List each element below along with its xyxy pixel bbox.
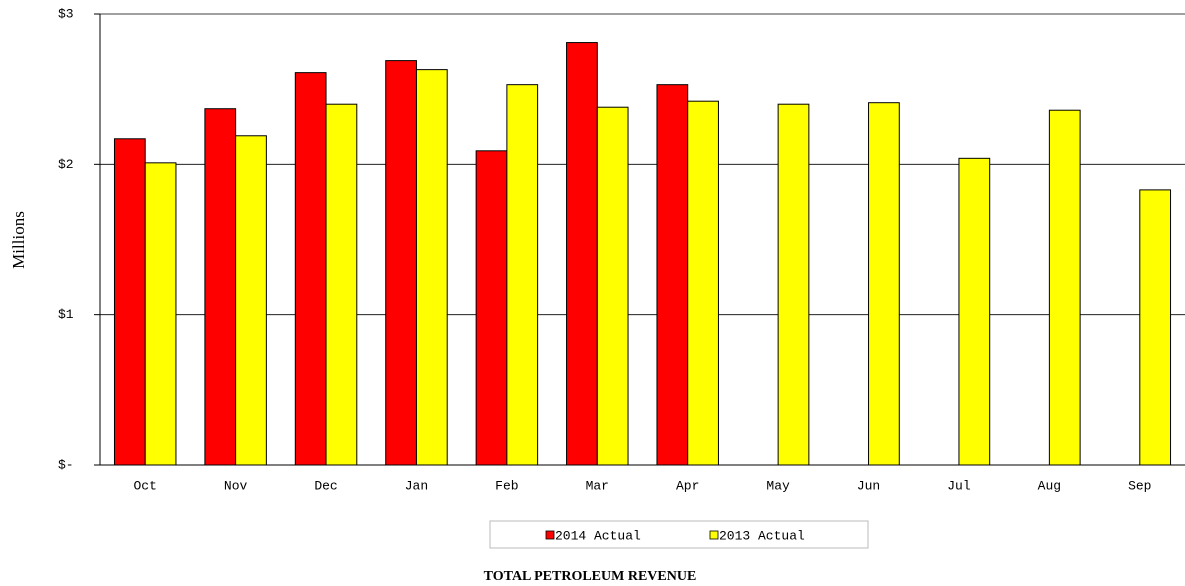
bar <box>506 84 539 466</box>
bar <box>294 72 327 466</box>
legend-swatch <box>709 530 719 540</box>
bar <box>656 84 689 466</box>
bar <box>777 103 810 466</box>
x-tick-label: May <box>766 478 790 493</box>
x-tick-label: Sep <box>1128 478 1151 493</box>
x-tick-label: Mar <box>586 478 609 493</box>
bar <box>144 162 177 466</box>
x-tick-label: Oct <box>134 478 157 493</box>
x-tick-label: Jan <box>405 478 428 493</box>
bar <box>958 157 991 466</box>
y-axis-label: Millions <box>9 211 28 269</box>
bar <box>596 106 629 466</box>
x-tick-label: Jun <box>857 478 880 493</box>
legend-label: 2014 Actual <box>555 528 641 543</box>
legend-label: 2013 Actual <box>719 528 805 543</box>
bar <box>204 108 237 466</box>
bar <box>868 102 900 466</box>
y-tick-label: $1 <box>58 307 74 322</box>
x-tick-label: Dec <box>314 478 337 493</box>
x-tick-label: Aug <box>1038 478 1061 493</box>
x-tick-label: Nov <box>224 478 248 493</box>
chart-title: TOTAL PETROLEUM REVENUE <box>484 569 697 584</box>
x-tick-label: Apr <box>676 478 699 493</box>
x-tick-label: Jul <box>947 478 971 493</box>
bar <box>475 150 508 466</box>
bar <box>415 69 448 466</box>
y-tick-label: $- <box>58 457 74 472</box>
bar <box>113 138 146 466</box>
bar <box>325 103 358 466</box>
bar <box>385 60 417 466</box>
bar <box>566 42 598 466</box>
y-tick-label: $3 <box>58 6 74 21</box>
y-tick-label: $2 <box>58 157 74 172</box>
bar <box>235 135 267 466</box>
legend-swatch <box>545 530 555 540</box>
bar <box>1048 109 1081 466</box>
bar <box>687 100 719 466</box>
bar <box>1139 189 1172 466</box>
x-tick-label: Feb <box>495 478 518 493</box>
